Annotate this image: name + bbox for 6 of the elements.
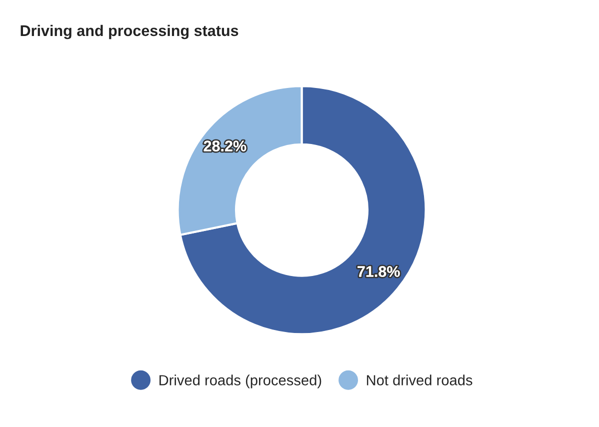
legend-label: Not drived roads — [366, 374, 472, 386]
data-label: 71.8% — [358, 266, 400, 277]
legend-label: Drived roads (processed) — [160, 374, 322, 388]
chart-title: Driving and processing status — [20, 24, 238, 40]
data-label: 28.2% — [204, 140, 246, 152]
donut-slice — [179, 85, 427, 336]
